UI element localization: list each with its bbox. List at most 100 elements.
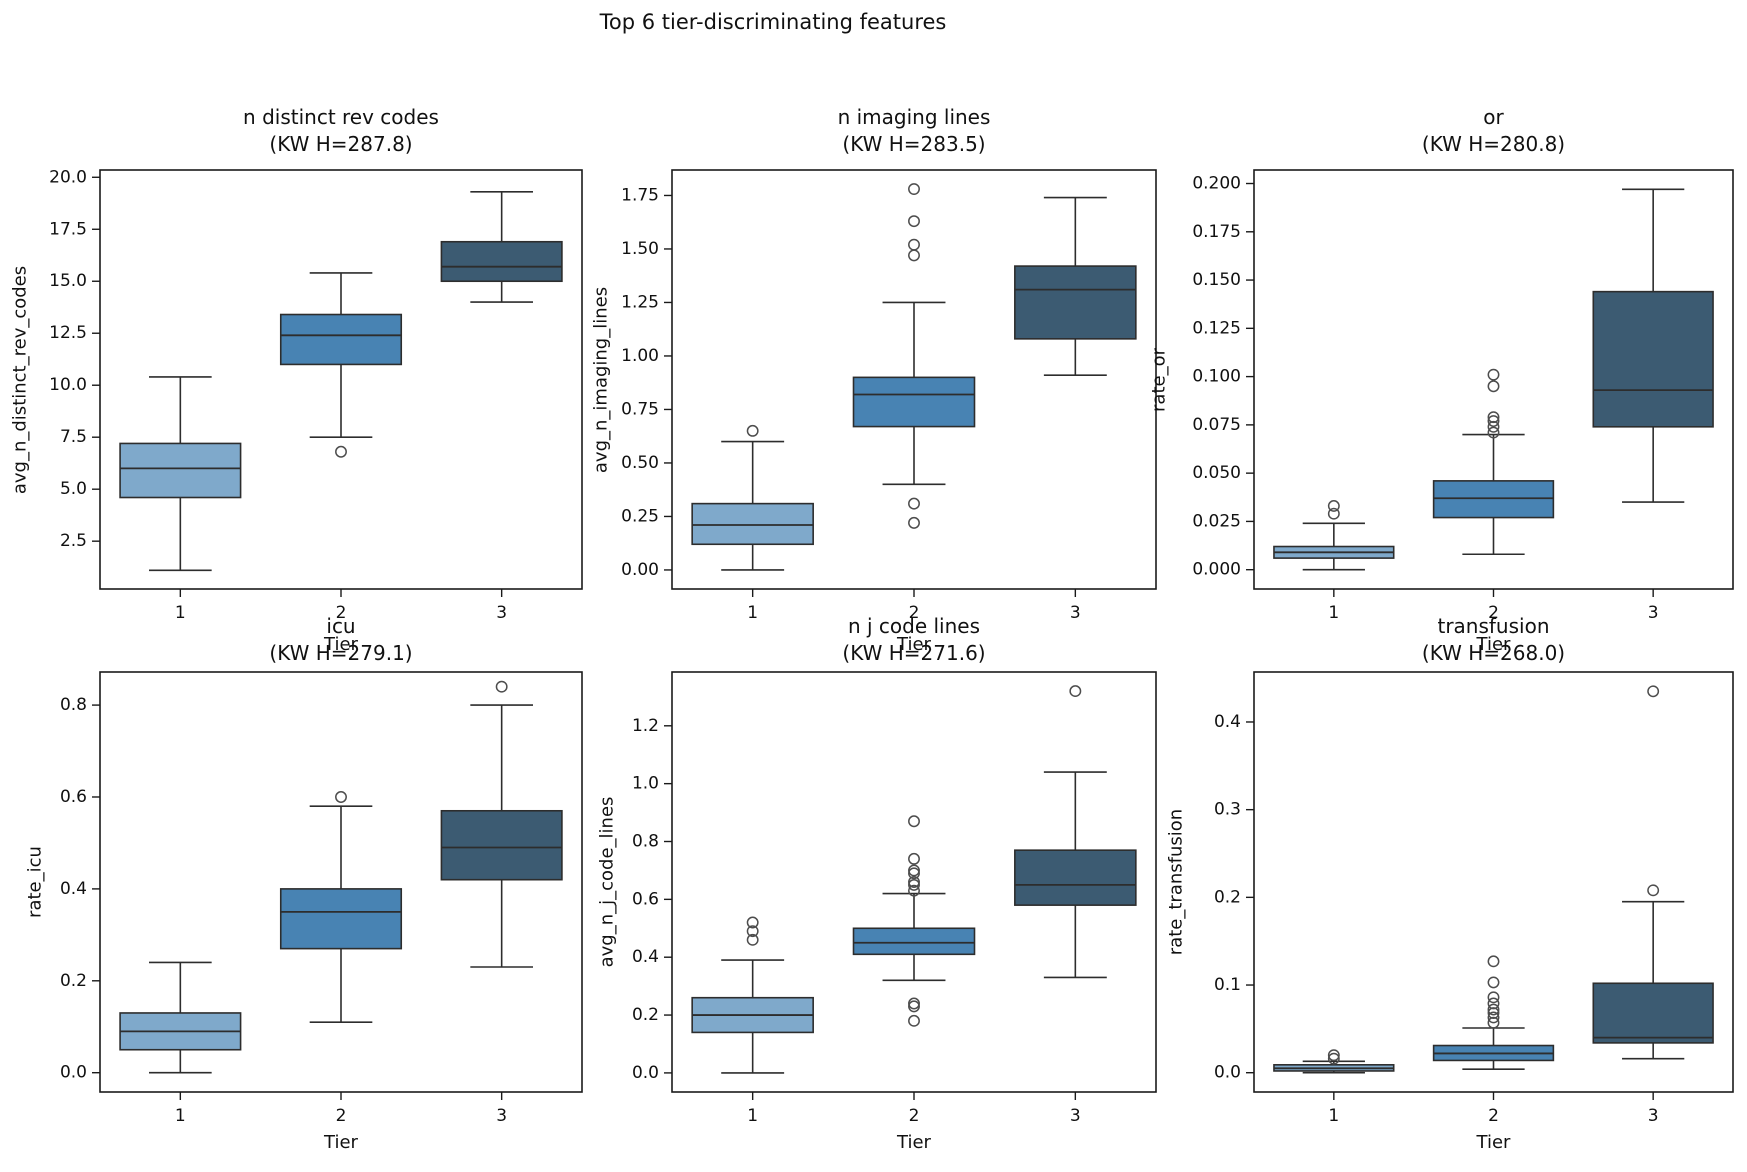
subplot-title: transfusion (KW H=268.0) — [1422, 613, 1565, 667]
y-tick-label: 0.050 — [1192, 463, 1241, 483]
outlier-point — [1487, 976, 1500, 989]
y-tick-label: 0.2 — [60, 971, 87, 991]
x-tick-label: 1 — [175, 603, 186, 623]
axes-area: 0.0 0.2 0.4 0.6 0.8 1 2 3 — [60, 671, 583, 1126]
outlier-point — [908, 878, 920, 891]
x-axis-label: Tier — [324, 1132, 358, 1153]
box-tier-3 — [440, 680, 563, 968]
y-tick-label: 7.5 — [60, 427, 87, 447]
y-tick-label: 0.8 — [60, 695, 87, 715]
outlier-point — [1327, 1049, 1340, 1062]
box-tier-1 — [1273, 1049, 1395, 1074]
box-tier-3 — [1014, 196, 1137, 377]
x-axis-label: Tier — [324, 634, 358, 655]
box-tier-3 — [440, 191, 563, 303]
y-tick-label: 0.50 — [621, 453, 659, 473]
y-tick-label: 0.200 — [1192, 174, 1241, 194]
y-tick-label: 0.4 — [60, 879, 87, 899]
outlier-point — [1647, 685, 1660, 698]
outlier-point — [908, 867, 920, 880]
outlier-point — [908, 815, 920, 828]
x-axis-label: Tier — [1476, 634, 1511, 655]
outlier-point — [1327, 507, 1340, 520]
outlier-point — [1487, 1016, 1500, 1029]
y-tick-label: 0.2 — [1214, 887, 1241, 907]
outlier-point — [908, 884, 920, 897]
subplot-title-text: or — [1483, 105, 1504, 129]
outlier-point — [1487, 426, 1500, 439]
iqr-box — [440, 809, 563, 881]
x-tick-label: 1 — [747, 603, 758, 623]
y-tick-label: 2.5 — [60, 531, 87, 551]
subplot-kw-stat: (KW H=279.1) — [269, 641, 413, 665]
subplot-title: or (KW H=280.8) — [1422, 104, 1565, 158]
box-tier-2 — [852, 183, 976, 529]
y-tick-label: 0.4 — [1214, 712, 1241, 732]
y-tick-label: 0.0 — [632, 1063, 659, 1083]
subplot-kw-stat: (KW H=287.8) — [269, 132, 413, 156]
outlier-point — [1487, 368, 1500, 381]
outlier-point — [746, 916, 759, 929]
axes-area: 0.0 0.1 0.2 0.3 0.4 1 2 3 — [1214, 671, 1734, 1126]
y-tick-label: 0.25 — [621, 506, 659, 526]
box-tier-3 — [1592, 685, 1714, 1060]
outlier-point — [335, 445, 347, 458]
y-axis-label: rate_transfusion — [1165, 808, 1187, 956]
x-tick-label: 2 — [909, 1106, 920, 1126]
y-tick-label: 0.125 — [1192, 318, 1241, 338]
axes-frame — [99, 169, 583, 590]
outlier-point — [908, 238, 920, 251]
x-axis-label: Tier — [897, 634, 931, 655]
x-tick-label: 1 — [747, 1106, 758, 1126]
x-tick-label: 3 — [496, 603, 507, 623]
subplot-kw-stat: (KW H=268.0) — [1421, 641, 1566, 665]
y-tick-label: 0.75 — [621, 399, 659, 419]
y-tick-label: 0.0 — [1214, 1063, 1241, 1083]
figure-title: Top 6 tier-discriminating features — [599, 10, 947, 34]
y-axis-label: avg_n_imaging_lines — [590, 286, 612, 473]
iqr-box — [440, 240, 563, 283]
y-tick-label: 1.50 — [621, 239, 659, 259]
x-tick-label: 3 — [1070, 1106, 1081, 1126]
outlier-point — [1487, 411, 1500, 424]
outlier-point — [908, 1000, 920, 1013]
iqr-box — [1014, 849, 1137, 906]
axes-frame — [1253, 671, 1734, 1093]
outlier-point — [1487, 415, 1500, 427]
box-tier-1 — [119, 961, 242, 1074]
outlier-point — [1487, 1011, 1500, 1024]
x-axis-label: Tier — [897, 1132, 931, 1153]
subplot-title-text: icu — [326, 614, 356, 638]
y-tick-label: 1.00 — [621, 346, 659, 366]
subplot-title: n imaging lines (KW H=283.5) — [838, 104, 991, 158]
x-tick-label: 2 — [909, 603, 920, 623]
outlier-point — [908, 497, 920, 510]
x-tick-label: 2 — [1488, 603, 1499, 623]
y-tick-label: 1.0 — [632, 774, 659, 794]
iqr-box — [279, 313, 403, 366]
axes-frame — [1253, 169, 1734, 590]
y-tick-label: 1.25 — [621, 292, 659, 312]
y-tick-label: 0.4 — [632, 947, 659, 967]
outlier-point — [1647, 884, 1660, 897]
y-tick-label: 0.2 — [632, 1005, 659, 1025]
subplot-title-text: n distinct rev codes — [243, 105, 439, 129]
box-tier-3 — [1592, 188, 1714, 503]
box-tier-1 — [119, 376, 242, 572]
box-tier-3 — [1014, 685, 1137, 979]
y-tick-label: 0.0 — [60, 1063, 87, 1083]
x-tick-label: 3 — [1648, 603, 1659, 623]
y-tick-label: 1.2 — [632, 716, 659, 736]
y-tick-label: 15.0 — [49, 271, 87, 291]
axes-area: 0.0 0.2 0.4 0.6 0.8 1.0 1.2 1 2 3 — [632, 671, 1157, 1126]
x-tick-label: 2 — [336, 1106, 347, 1126]
x-tick-label: 3 — [1070, 603, 1081, 623]
y-tick-label: 0.6 — [632, 889, 659, 909]
outlier-point — [908, 516, 920, 529]
box-tier-1 — [691, 424, 814, 571]
iqr-box — [1592, 290, 1714, 428]
axes-area: 0.000 0.025 0.050 0.075 0.100 0.125 0.150 0.175… — [1192, 169, 1734, 623]
box-tier-2 — [1432, 955, 1555, 1071]
x-tick-label: 2 — [1488, 1106, 1499, 1126]
subplot-kw-stat: (KW H=271.6) — [842, 641, 986, 665]
